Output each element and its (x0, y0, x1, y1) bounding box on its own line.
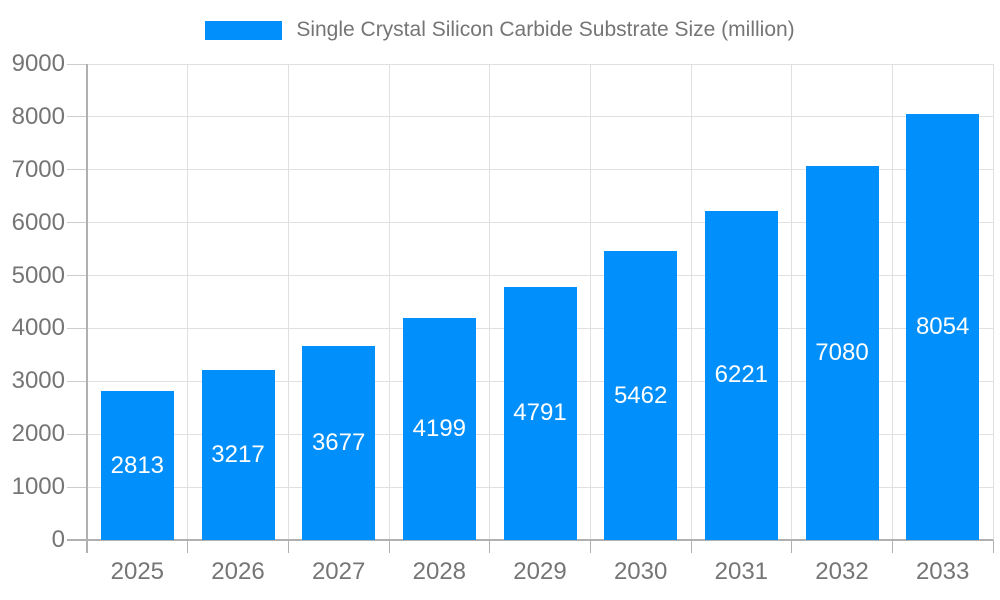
y-axis-label: 3000 (11, 367, 65, 395)
x-axis-label: 2031 (714, 558, 769, 585)
y-axis-label: 5000 (11, 261, 65, 289)
x-axis-label: 2028 (412, 558, 467, 585)
x-axis-label: 2033 (915, 558, 970, 585)
y-axis-tick (67, 327, 87, 329)
y-axis-label: 2000 (11, 420, 65, 448)
bar-2026[interactable] (201, 369, 275, 540)
y-axis-label: 7000 (11, 155, 65, 183)
y-axis-tick (67, 222, 87, 224)
bar-2029[interactable] (503, 286, 577, 540)
gridline-vertical (489, 64, 491, 540)
x-axis-tick (891, 540, 893, 553)
y-axis-label: 9000 (11, 50, 65, 77)
y-axis-tick (67, 380, 87, 382)
y-axis-label: 6000 (11, 208, 65, 236)
bar-2032[interactable] (805, 165, 879, 540)
x-axis-label: 2026 (211, 558, 265, 585)
x-axis-tick (287, 540, 289, 553)
legend-swatch (205, 20, 283, 40)
x-axis-tick (187, 540, 189, 553)
gridline-horizontal (87, 63, 993, 65)
y-axis-label: 1000 (11, 473, 65, 501)
x-axis-tick (992, 540, 994, 553)
gridline-horizontal (87, 275, 993, 277)
y-axis-tick (67, 275, 87, 277)
x-axis-tick (388, 540, 390, 553)
y-axis-tick (67, 433, 87, 435)
x-axis-label: 2027 (311, 558, 366, 585)
gridline-vertical (891, 64, 893, 540)
y-axis-line (86, 64, 88, 553)
x-axis-label: 2025 (110, 558, 165, 585)
gridline-horizontal (87, 222, 993, 224)
x-axis-tick (489, 540, 491, 553)
y-axis-label: 8000 (11, 102, 65, 130)
gridline-vertical (992, 64, 994, 540)
bar-2028[interactable] (402, 317, 476, 540)
gridline-vertical (589, 64, 591, 540)
y-axis-tick (67, 169, 87, 171)
bar-2025[interactable] (100, 391, 174, 540)
x-axis-label: 2030 (613, 558, 668, 585)
legend[interactable]: Single Crystal Silicon Carbide Substrate… (0, 13, 1000, 47)
gridline-vertical (287, 64, 289, 540)
y-axis-label: 0 (51, 526, 65, 553)
x-axis-label: 2029 (513, 558, 567, 585)
gridline-horizontal (87, 116, 993, 118)
x-axis-label: 2032 (815, 558, 869, 585)
gridline-vertical (187, 64, 189, 540)
bar-2030[interactable] (604, 251, 678, 540)
x-axis-tick (589, 540, 591, 553)
x-axis-tick (690, 540, 692, 553)
bar-2033[interactable] (906, 114, 980, 540)
y-axis-tick (67, 486, 87, 488)
x-axis-tick (791, 540, 793, 553)
legend-label: Single Crystal Silicon Carbide Substrate… (296, 18, 795, 41)
y-axis-tick (67, 116, 87, 118)
y-axis-tick (67, 63, 87, 65)
bar-2027[interactable] (302, 345, 376, 540)
gridline-vertical (690, 64, 692, 540)
y-axis-label: 4000 (11, 314, 65, 342)
gridline-vertical (388, 64, 390, 540)
gridline-vertical (791, 64, 793, 540)
x-axis-baseline (67, 539, 993, 541)
gridline-horizontal (87, 169, 993, 171)
bar-2031[interactable] (704, 210, 778, 540)
